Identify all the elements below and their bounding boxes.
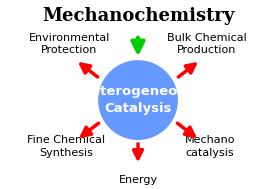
Text: Heterogeneous
Catalysis: Heterogeneous Catalysis	[81, 85, 195, 115]
Text: Fine Chemical
Synthesis: Fine Chemical Synthesis	[27, 136, 105, 158]
Text: Mechanochemistry: Mechanochemistry	[42, 7, 234, 25]
Circle shape	[97, 59, 179, 141]
Text: Bulk Chemical
Production: Bulk Chemical Production	[167, 33, 247, 55]
Text: Energy: Energy	[118, 175, 158, 185]
Text: Environmental
Protection: Environmental Protection	[28, 33, 110, 55]
Text: Mechano
catalysis: Mechano catalysis	[184, 136, 235, 158]
